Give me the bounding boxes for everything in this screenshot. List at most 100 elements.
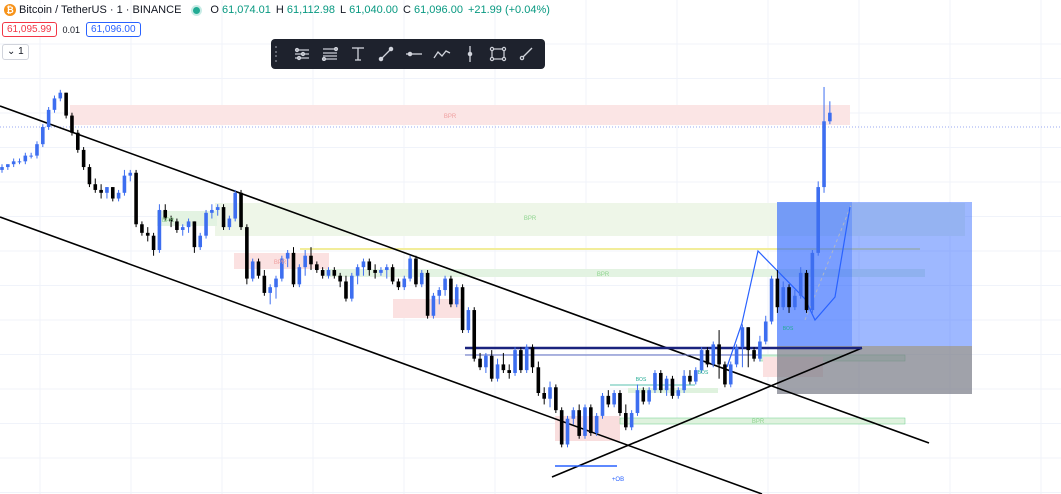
candle-down	[145, 232, 150, 236]
candle-down	[658, 372, 663, 391]
candle-down	[519, 350, 523, 371]
collapse-indicators-button[interactable]: ⌄ 1	[2, 44, 29, 60]
vertical-line-icon[interactable]	[457, 41, 483, 67]
position-stop-area	[777, 346, 972, 394]
low-value: 61,040.00	[349, 4, 399, 16]
candle-up	[17, 161, 22, 163]
symbol-title[interactable]: Bitcoin / TetherUS · 1 · BINANCE	[19, 4, 182, 16]
text-icon[interactable]	[345, 41, 371, 67]
candle-down	[589, 407, 593, 434]
bpr-label-bottom: BPR	[752, 419, 765, 425]
candle-up	[664, 378, 669, 391]
candle-up	[105, 187, 109, 193]
candle-up	[268, 287, 272, 293]
path-icon[interactable]	[429, 41, 455, 67]
candle-up	[11, 161, 16, 165]
candle-up	[198, 235, 203, 248]
candle-down	[169, 218, 173, 222]
candle-down	[245, 227, 249, 279]
candle-up	[233, 192, 237, 219]
candle-down	[472, 310, 477, 359]
candle-down	[717, 344, 721, 365]
candle-down	[309, 255, 313, 265]
candle-down	[64, 92, 68, 116]
candle-down	[192, 221, 197, 248]
candle-up	[484, 355, 488, 368]
candle-up	[355, 267, 360, 276]
candle-up	[180, 227, 185, 230]
candle-up	[693, 370, 698, 382]
candle-down	[752, 350, 756, 359]
bos-label-2: BOS	[698, 370, 709, 376]
candle-down	[367, 261, 372, 271]
drag-handle-icon[interactable]	[275, 46, 283, 62]
trend-line-icon[interactable]	[373, 41, 399, 67]
candle-up	[0, 167, 4, 170]
candle-up	[384, 267, 389, 271]
candle-up	[58, 92, 63, 99]
candle-up	[326, 270, 331, 276]
candle-down	[320, 270, 325, 276]
candle-down	[507, 370, 512, 373]
candle-up	[758, 341, 762, 359]
fib-retracement-icon[interactable]	[317, 41, 343, 67]
candle-down	[449, 278, 453, 305]
candle-down	[175, 221, 179, 230]
candle-down	[530, 347, 535, 368]
candle-up	[250, 261, 255, 279]
candle-up	[565, 418, 570, 445]
sell-button[interactable]: 61,095.99	[2, 22, 57, 37]
annotation-labels: BPR BPR BPR BPR BPR BPR BOS BOS BOS +OB	[162, 114, 794, 483]
candle-down	[559, 410, 564, 445]
bpr-zone-top	[70, 105, 850, 125]
candle-up	[303, 255, 307, 268]
candle-up	[822, 121, 826, 188]
candle-up	[41, 127, 45, 145]
candle-up	[740, 327, 745, 348]
buy-button[interactable]: 61,096.00	[86, 22, 141, 37]
candle-up	[361, 261, 366, 268]
candle-up	[583, 407, 587, 436]
candle-down	[501, 364, 506, 371]
candle-down	[536, 367, 541, 393]
candle-up	[128, 172, 133, 176]
candle-down	[373, 270, 377, 273]
bullish-zone-mid	[325, 269, 925, 277]
long-position-tool[interactable]	[777, 202, 972, 394]
change-value: +21.99 (+0.04%)	[467, 4, 550, 16]
candle-up	[227, 218, 232, 228]
drawing-toolbar	[271, 39, 545, 69]
candle-up	[437, 290, 442, 296]
horizontal-line-icon[interactable]	[401, 41, 427, 67]
trade-buttons: 61,095.99 0.01 61,096.00	[2, 22, 141, 37]
candle-up	[769, 278, 774, 322]
candle-down	[81, 149, 86, 168]
pitchfork-icon[interactable]	[289, 41, 315, 67]
candle-up	[297, 267, 302, 285]
candle-down	[70, 115, 74, 133]
candle-up	[495, 364, 500, 379]
candle-up	[280, 258, 284, 279]
candle-up	[629, 413, 634, 428]
ray-icon[interactable]	[513, 41, 539, 67]
candle-up	[210, 209, 214, 213]
candle-down	[554, 387, 558, 411]
candle-up	[419, 272, 424, 285]
candle-up	[186, 221, 191, 228]
open-value: 61,074.01	[221, 4, 271, 16]
candle-down	[804, 272, 809, 311]
bpr-label-mid: BPR	[274, 260, 287, 266]
candle-up	[548, 387, 552, 399]
bpr-label-upper: BPR	[524, 216, 537, 222]
candle-down	[256, 261, 261, 276]
candle-down	[315, 264, 319, 271]
candle-down	[93, 184, 98, 190]
rectangle-icon[interactable]	[485, 41, 511, 67]
candle-down	[110, 187, 115, 199]
candle-up	[699, 350, 704, 371]
candle-up	[52, 98, 57, 110]
candle-up	[571, 410, 576, 419]
ob-label: +OB	[612, 477, 624, 483]
candle-up	[215, 207, 220, 210]
